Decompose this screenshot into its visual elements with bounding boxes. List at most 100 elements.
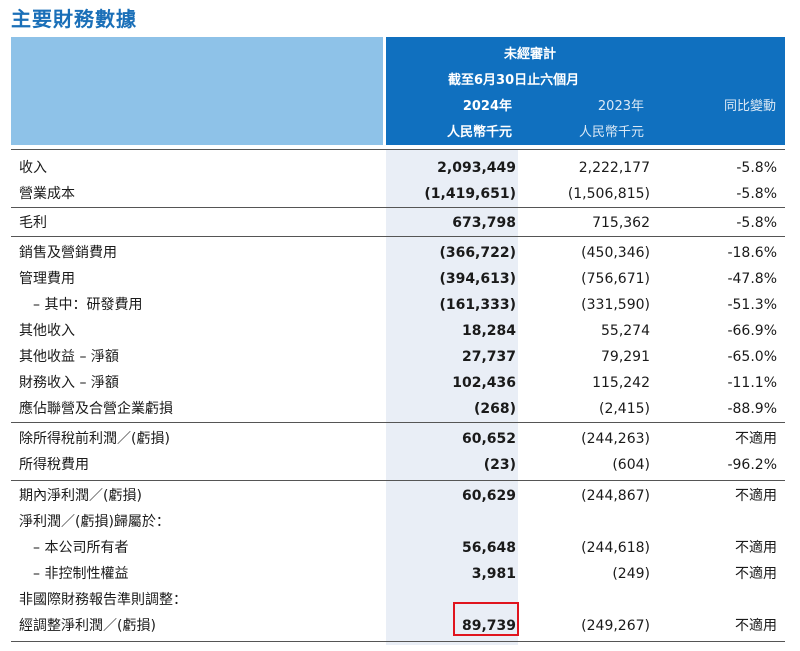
yoy-change: -11.1% <box>727 375 777 391</box>
value-2024: 27,737 <box>461 349 516 365</box>
row-label: 收入 <box>19 160 47 176</box>
value-2023: 715,362 <box>592 215 650 231</box>
value-2023: (249,267) <box>581 618 650 634</box>
header-unit-2023: 人民幣千元 <box>578 125 644 140</box>
value-2023: (756,671) <box>581 271 650 287</box>
header-right-block: 未經審計 截至6月30日止六個月 2024年 2023年 同比變動 人民幣千元 … <box>386 37 785 145</box>
row-label: 其他收入 <box>19 323 75 339</box>
value-2024: (23) <box>483 457 516 473</box>
row-label: 應佔聯營及合營企業虧損 <box>19 401 173 417</box>
yoy-change: -88.9% <box>727 401 777 417</box>
header-col-2024: 2024年 <box>462 99 512 114</box>
yoy-change: -51.3% <box>727 297 777 313</box>
value-2024: 60,629 <box>461 488 516 504</box>
table-row: – 本公司所有者 56,648 (244,618) 不適用 <box>0 535 800 561</box>
table-row: – 其中：研發費用 (161,333) (331,590) -51.3% <box>0 292 800 318</box>
table-row: 非國際財務報告準則調整： <box>0 587 800 613</box>
table-row: 毛利 673,798 715,362 -5.8% <box>0 210 800 236</box>
value-2024: 3,981 <box>471 566 516 582</box>
row-label: 毛利 <box>19 215 47 231</box>
table-row: 經調整淨利潤／(虧損) 89,739 (249,267) 不適用 <box>0 613 800 639</box>
row-label: – 本公司所有者 <box>33 540 129 556</box>
table-row: 其他收益 – 淨額 27,737 79,291 -65.0% <box>0 344 800 370</box>
table-row: 收入 2,093,449 2,222,177 -5.8% <box>0 155 800 181</box>
yoy-change: 不適用 <box>735 540 777 556</box>
value-2024: 2,093,449 <box>437 160 516 176</box>
value-2023: (244,263) <box>581 431 650 447</box>
row-label: 淨利潤／(虧損)歸屬於： <box>19 514 170 530</box>
value-2023: (2,415) <box>598 401 650 417</box>
row-label: 經調整淨利潤／(虧損) <box>19 618 156 634</box>
column-2024-shading <box>386 149 518 645</box>
row-label: – 非控制性權益 <box>33 566 129 582</box>
table-row: 期內淨利潤／(虧損) 60,629 (244,867) 不適用 <box>0 483 800 509</box>
row-label: 財務收入 – 淨額 <box>19 375 119 391</box>
value-2023: 115,242 <box>592 375 650 391</box>
value-2024: (268) <box>473 401 516 417</box>
value-2023: (244,618) <box>581 540 650 556</box>
row-label: 非國際財務報告準則調整： <box>19 592 187 608</box>
value-2024: (161,333) <box>439 297 516 313</box>
page-title: 主要財務數據 <box>11 7 137 31</box>
value-2024: 60,652 <box>461 431 516 447</box>
value-2023: 2,222,177 <box>578 160 650 176</box>
table-row: 銷售及營銷費用 (366,722) (450,346) -18.6% <box>0 240 800 266</box>
rule <box>11 149 785 150</box>
value-2024: 102,436 <box>452 375 516 391</box>
value-2023: (244,867) <box>581 488 650 504</box>
header-col-change: 同比變動 <box>723 99 776 114</box>
rule <box>11 480 785 481</box>
yoy-change: -18.6% <box>727 245 777 261</box>
value-2023: (604) <box>612 457 650 473</box>
value-2023: (450,346) <box>581 245 650 261</box>
row-label: 其他收益 – 淨額 <box>19 349 119 365</box>
row-label: 除所得稅前利潤／(虧損) <box>19 431 170 447</box>
row-label: 所得稅費用 <box>19 457 89 473</box>
value-2024: (394,613) <box>439 271 516 287</box>
row-label: 銷售及營銷費用 <box>19 245 117 261</box>
row-label: 期內淨利潤／(虧損) <box>19 488 142 504</box>
rule <box>11 422 785 423</box>
table-row: 管理費用 (394,613) (756,671) -47.8% <box>0 266 800 292</box>
value-2023: 79,291 <box>601 349 650 365</box>
table-row: 其他收入 18,284 55,274 -66.9% <box>0 318 800 344</box>
yoy-change: 不適用 <box>735 431 777 447</box>
table-row: – 非控制性權益 3,981 (249) 不適用 <box>0 561 800 587</box>
yoy-change: 不適用 <box>735 488 777 504</box>
rule <box>11 207 785 208</box>
value-2023: 55,274 <box>601 323 650 339</box>
header-unit-2024: 人民幣千元 <box>446 125 512 140</box>
row-label: 營業成本 <box>19 186 75 202</box>
row-label: – 其中：研發費用 <box>33 297 143 313</box>
value-2023: (1,506,815) <box>567 186 650 202</box>
highlight-box <box>453 602 519 636</box>
yoy-change: 不適用 <box>735 566 777 582</box>
table-row: 所得稅費用 (23) (604) -96.2% <box>0 452 800 478</box>
row-label: 管理費用 <box>19 271 75 287</box>
value-2023: (249) <box>612 566 650 582</box>
value-2024: 18,284 <box>461 323 516 339</box>
value-2023: (331,590) <box>581 297 650 313</box>
yoy-change: -5.8% <box>736 186 777 202</box>
value-2024: 89,739 <box>461 618 516 634</box>
yoy-change: -5.8% <box>736 215 777 231</box>
value-2024: (366,722) <box>439 245 516 261</box>
value-2024: 56,648 <box>461 540 516 556</box>
rule <box>11 641 785 642</box>
header-period: 截至6月30日止六個月 <box>448 73 580 88</box>
table-row: 應佔聯營及合營企業虧損 (268) (2,415) -88.9% <box>0 396 800 422</box>
header-left-block <box>11 37 383 145</box>
yoy-change: -66.9% <box>727 323 777 339</box>
yoy-change: -65.0% <box>727 349 777 365</box>
yoy-change: 不適用 <box>735 618 777 634</box>
header-unaudited: 未經審計 <box>504 47 557 62</box>
table-row: 財務收入 – 淨額 102,436 115,242 -11.1% <box>0 370 800 396</box>
header-col-2023: 2023年 <box>597 99 644 114</box>
table-row: 除所得稅前利潤／(虧損) 60,652 (244,263) 不適用 <box>0 426 800 452</box>
table-row: 淨利潤／(虧損)歸屬於： <box>0 509 800 535</box>
rule <box>11 236 785 237</box>
table-row: 營業成本 (1,419,651) (1,506,815) -5.8% <box>0 181 800 207</box>
value-2024: (1,419,651) <box>424 186 516 202</box>
yoy-change: -47.8% <box>727 271 777 287</box>
yoy-change: -5.8% <box>736 160 777 176</box>
